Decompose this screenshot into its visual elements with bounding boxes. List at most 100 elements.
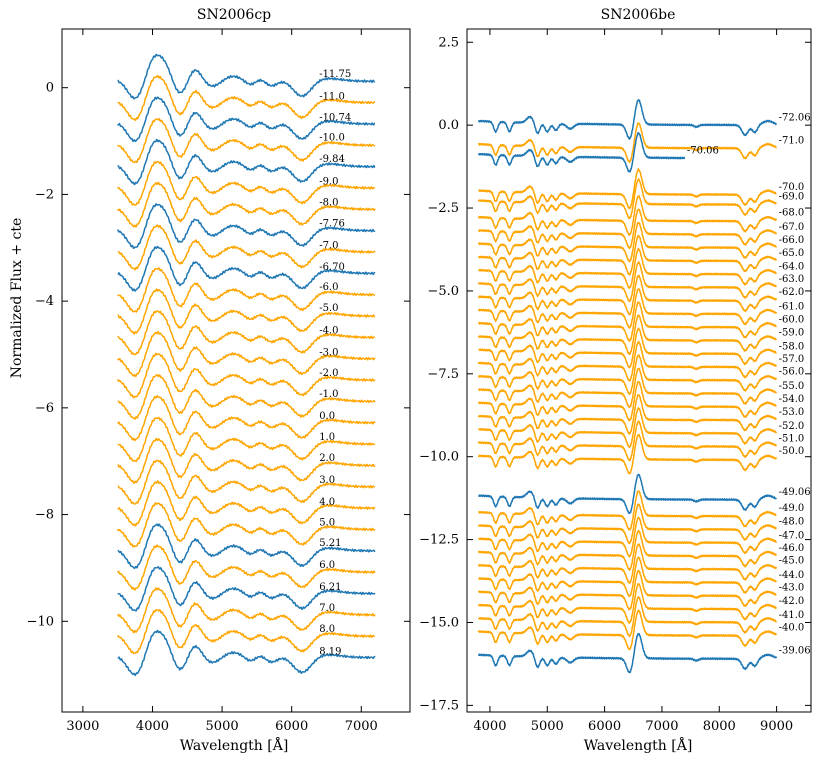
spectrum-line	[477, 99, 778, 140]
epoch-label: -63.0	[779, 274, 805, 285]
xlabel-sn2006be: Wavelength [Å]	[584, 736, 693, 754]
ytick-label: 0.0	[438, 118, 459, 133]
epoch-label: -7.76	[319, 218, 345, 229]
epoch-label: -66.0	[779, 235, 805, 246]
spectrum-line	[117, 523, 376, 570]
spectrum-line	[478, 406, 778, 449]
epoch-label: -53.0	[779, 407, 805, 418]
ytick-label: −10.0	[419, 450, 459, 465]
xtick-label: 4000	[473, 719, 506, 734]
shared-ylabel: Normalized Flux + cte	[9, 218, 25, 379]
epoch-label: 1.0	[319, 432, 335, 443]
spectrum-line	[478, 327, 777, 369]
spectrum-line	[477, 131, 686, 173]
spectrum-line	[117, 245, 376, 292]
panel-sn2006cp: SN2006cp Wavelength [Å] 3000 4000 5000 6000…	[27, 7, 411, 754]
panel-title-sn2006be: SN2006be	[601, 7, 676, 23]
epoch-label: 5.0	[319, 518, 335, 529]
spectrum-line	[477, 208, 778, 250]
spectrum-line	[477, 503, 778, 545]
epoch-label: -58.0	[779, 341, 805, 352]
spectrum-line	[477, 543, 778, 584]
spectrum-line	[477, 393, 778, 435]
spectrum-line	[477, 556, 778, 597]
epoch-label: -8.0	[319, 198, 338, 209]
spectrum-line	[477, 569, 777, 611]
spectrum-line	[117, 330, 376, 378]
xlabel-sn2006cp: Wavelength [Å]	[180, 736, 289, 754]
ticks-sn2006cp: 3000 4000 5000 6000 7000 0 −2 −4 −6 −8 −10	[27, 29, 410, 734]
epoch-label: -45.0	[779, 556, 805, 567]
spectrum-line	[117, 629, 376, 677]
epoch-label: 2.0	[319, 453, 335, 464]
epoch-label: -59.0	[779, 327, 805, 338]
spectrum-line	[117, 310, 376, 356]
xtick-label: 5000	[531, 719, 564, 734]
spectrum-line	[478, 247, 777, 289]
ytick-label: −8	[35, 508, 54, 523]
ytick-label: −12.5	[419, 533, 459, 548]
epoch-label: -44.0	[779, 570, 805, 581]
spectrum-line	[477, 122, 777, 163]
epoch-label: 8.0	[319, 624, 335, 635]
axes-frame-sn2006be	[466, 28, 812, 713]
xtick-label: 6000	[588, 719, 621, 734]
epoch-label: 5.21	[319, 538, 341, 549]
epoch-label: -72.06	[779, 113, 811, 124]
spectrum-line	[117, 566, 376, 612]
epoch-label: -10.74	[319, 113, 351, 124]
spectrum-line	[478, 596, 778, 638]
spectrum-line	[477, 609, 777, 651]
ytick-label: −7.5	[427, 367, 459, 382]
epoch-label: -42.0	[779, 596, 805, 607]
panel-sn2006be: SN2006be Wavelength [Å] 4000 5000 6000 7000…	[419, 7, 812, 754]
epoch-label: -60.0	[779, 314, 805, 325]
spectrum-line	[116, 502, 376, 548]
epoch-label: -46.0	[779, 543, 805, 554]
epoch-label: -1.0	[319, 389, 338, 400]
spectrum-line	[477, 340, 777, 382]
spectrum-line	[117, 395, 376, 442]
spectrum-line	[117, 544, 376, 591]
epoch-label: -2.0	[319, 368, 338, 379]
epoch-label: -5.0	[319, 303, 338, 314]
spectrum-line	[477, 221, 777, 263]
xtick-label: 8000	[703, 719, 736, 734]
spectrum-line	[477, 314, 778, 356]
ytick-label: −4	[35, 294, 54, 309]
spectrum-line	[117, 267, 376, 313]
spectrum-line	[477, 490, 777, 531]
spectrum-line	[477, 473, 778, 515]
epoch-label: -67.0	[779, 222, 805, 233]
epoch-label: -49.06	[779, 487, 811, 498]
epoch-label: -9.84	[319, 154, 345, 165]
xtick-label: 7000	[645, 719, 678, 734]
epoch-labels-sn2006cp: -11.75 -11.0 -10.74 -10.0 -9.84 -9.0 -8.0 -7.76…	[319, 69, 351, 657]
epoch-label: -11.75	[319, 69, 351, 80]
spectrum-line	[117, 587, 376, 634]
spectrum-line	[477, 288, 778, 329]
epoch-label: 6.21	[319, 582, 341, 593]
ytick-label: 2.5	[438, 35, 459, 50]
epoch-label: -70.0	[779, 182, 805, 193]
epoch-label: -40.0	[779, 623, 805, 634]
epoch-label: -39.06	[779, 645, 811, 656]
epoch-label: -9.0	[319, 176, 338, 187]
spectrum-line	[477, 274, 778, 316]
epoch-label: -56.0	[779, 367, 805, 378]
epoch-label: -48.0	[779, 516, 805, 527]
spectrum-line	[116, 352, 376, 399]
spectrum-line	[478, 516, 778, 558]
spectrum-line	[117, 416, 376, 463]
epoch-label: -49.0	[779, 503, 805, 514]
epoch-label: -7.0	[319, 240, 338, 251]
epoch-label: 6.0	[319, 560, 335, 571]
epoch-label: -11.0	[319, 91, 345, 102]
epoch-label: -57.0	[779, 354, 805, 365]
spectrum-line	[478, 168, 777, 210]
epoch-label: 8.19	[319, 646, 341, 657]
xtick-label: 3000	[66, 719, 99, 734]
ytick-label: −17.5	[419, 698, 459, 713]
epoch-label: -71.0	[779, 136, 805, 147]
epoch-label: -4.0	[319, 326, 338, 337]
